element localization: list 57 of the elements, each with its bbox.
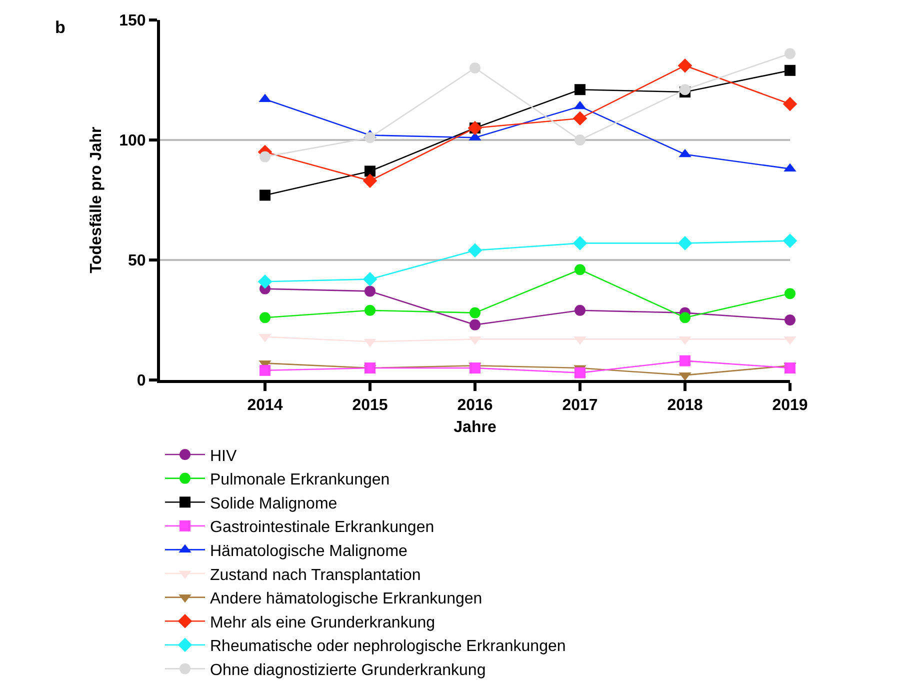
point [680, 312, 690, 324]
x-tick-label: 2014 [247, 397, 283, 414]
point [364, 304, 376, 316]
point [470, 62, 480, 74]
point [364, 132, 376, 144]
point [680, 84, 690, 96]
legend-label: Gastrointestinale Erkrankungen [210, 519, 434, 536]
point [364, 362, 376, 374]
text: b [55, 18, 66, 37]
y-tick-label: 50 [128, 252, 146, 270]
point [258, 274, 272, 289]
x-tick-label: 2017 [562, 397, 598, 414]
point [572, 111, 588, 126]
point [362, 272, 378, 286]
point [574, 264, 586, 276]
x-tick-label: 2019 [772, 397, 808, 414]
legend-label: Ohne diagnostizierte Grunderkrankung [210, 662, 486, 679]
legend-label: Zustand nach Transplantation [210, 566, 421, 584]
point [470, 319, 480, 330]
x-tick-label: 2015 [352, 397, 388, 414]
point [470, 307, 480, 318]
point [260, 312, 270, 324]
y-tick-label: 0 [136, 372, 146, 390]
x-tick-label: 2018 [667, 397, 703, 414]
y-tick-label: 100 [119, 132, 146, 150]
legend-label: Rheumatische oder nephrologische Erkrankungen [210, 638, 566, 656]
legend-label: Pulmonale Erkrankungen [210, 472, 390, 489]
point [260, 364, 270, 376]
legend-label: Hämatologische Malignome [210, 542, 408, 560]
point [574, 304, 586, 316]
point [784, 48, 796, 60]
point [574, 367, 586, 378]
point [784, 288, 796, 300]
point [260, 190, 270, 201]
point [574, 84, 586, 96]
point [678, 58, 692, 73]
point [784, 314, 796, 326]
x-axis-title: Jahre [454, 418, 496, 436]
point [362, 174, 378, 188]
point [678, 236, 692, 250]
point [574, 134, 586, 146]
point [784, 64, 796, 76]
point [364, 286, 376, 297]
y-tick-label: 150 [119, 12, 146, 30]
legend-label: Mehr als eine Grunderkrankung [210, 614, 436, 632]
legend-label: Andere hämatologische Erkrankungen [210, 590, 482, 608]
point [572, 236, 588, 250]
x-tick-label: 2016 [457, 397, 493, 414]
y-axis-title: Todesfälle pro Jahr [88, 126, 105, 274]
point [782, 96, 798, 112]
point [468, 243, 482, 258]
point [260, 151, 270, 162]
point [680, 355, 690, 366]
legend-label: HIV [210, 448, 237, 465]
legend-label: Solide Malignome [210, 495, 338, 512]
point [364, 166, 376, 177]
point [782, 234, 798, 248]
